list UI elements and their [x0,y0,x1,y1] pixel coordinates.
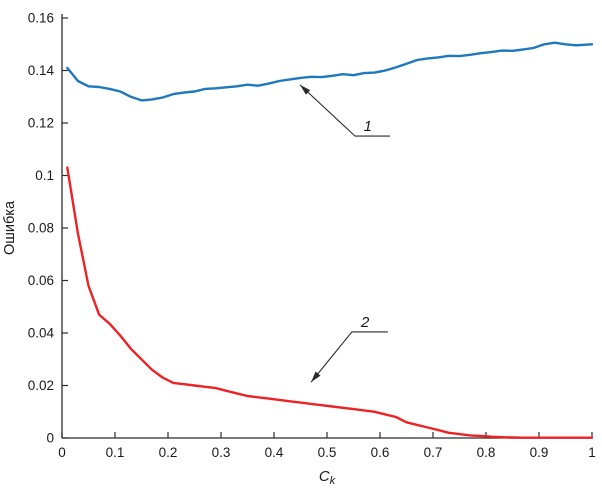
x-tick-label: 0.1 [106,445,125,460]
y-tick-label: 0.04 [28,326,55,341]
x-tick-label: 0.5 [318,445,337,460]
x-tick-label: 0.2 [159,445,178,460]
callout-line-2 [310,331,388,383]
callout-label-2: 2 [360,314,370,331]
x-tick-label: 0.9 [530,445,549,460]
y-axis-title: Ошибка [2,200,18,255]
x-axis-title: Ck [319,468,336,487]
series-line-1 [66,41,594,102]
x-tick-label: 0.7 [424,445,443,460]
x-tick-label: 0.6 [371,445,390,460]
x-tick-label: 0.3 [212,445,231,460]
callout-arrowhead-2 [311,371,321,383]
callout-arrowhead-1 [300,84,311,95]
y-tick-label: 0.16 [28,11,54,26]
x-tick-label: 0.4 [265,445,284,460]
callout-label-1: 1 [364,118,372,135]
y-tick-label: 0.12 [28,116,54,131]
y-tick-label: 0.08 [28,221,54,236]
y-tick-label: 0 [46,431,54,446]
x-tick-label: 1 [588,445,596,460]
series-line-2 [66,166,594,439]
callout-line-1 [299,84,391,137]
y-tick-label: 0.02 [28,378,54,393]
y-tick-label: 0.1 [35,168,54,183]
y-tick-label: 0.14 [28,63,55,78]
y-tick-label: 0.06 [28,273,54,288]
x-tick-label: 0 [58,445,66,460]
x-tick-label: 0.8 [477,445,496,460]
